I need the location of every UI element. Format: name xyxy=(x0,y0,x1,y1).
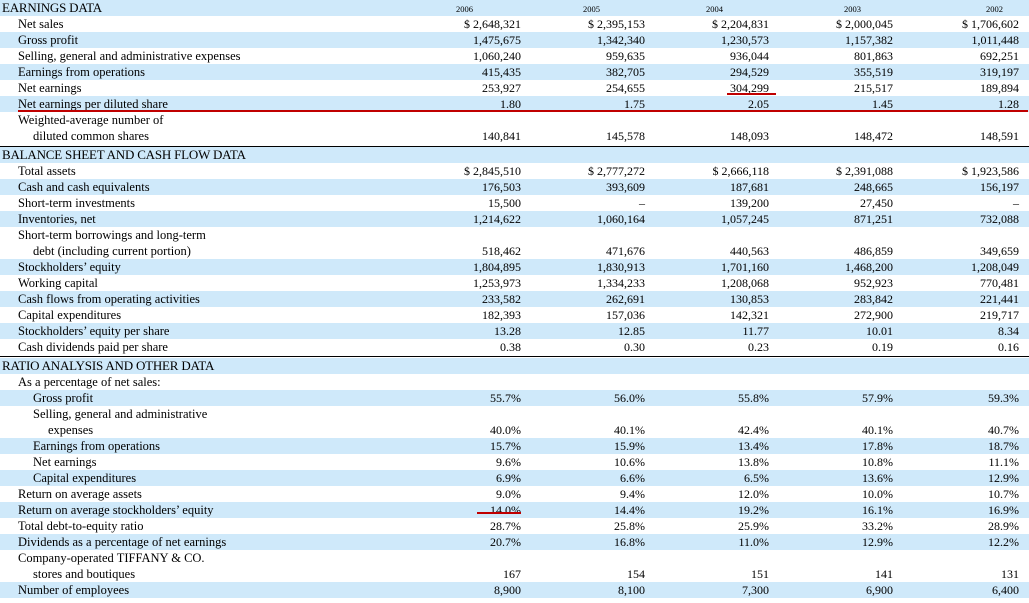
section-divider xyxy=(0,146,1029,147)
row-dividends-per-share: Cash dividends paid per share 0.38 0.30 … xyxy=(18,340,1019,354)
balance-header-row: BALANCE SHEET AND CASH FLOW DATA xyxy=(0,147,1029,163)
row-gross-profit: Gross profit 1,475,675 1,342,340 1,230,5… xyxy=(0,32,1029,48)
row-pct-sga: Selling, general and administrative expe… xyxy=(33,407,1019,437)
row-net-sales: Net sales $ 2,648,321 $ 2,395,153 $ 2,20… xyxy=(18,17,1019,31)
red-underline-roe-2006 xyxy=(477,512,521,514)
earnings-section-title: EARNINGS DATA xyxy=(2,0,102,15)
row-dividends-pct: Dividends as a percentage of net earning… xyxy=(0,534,1029,550)
row-pct-gross-profit: Gross profit 55.7% 56.0% 55.8% 57.9% 59.… xyxy=(0,390,1029,406)
ratio-section-title: RATIO ANALYSIS AND OTHER DATA xyxy=(2,358,215,373)
row-debt-to-equity: Total debt-to-equity ratio 28.7% 25.8% 2… xyxy=(18,519,1019,533)
row-cash-flows-operating: Cash flows from operating activities 233… xyxy=(0,291,1029,307)
row-capital-expenditures: Capital expenditures 182,393 157,036 142… xyxy=(18,308,1019,322)
row-stockholders-equity: Stockholders’ equity 1,804,895 1,830,913… xyxy=(0,259,1029,275)
row-stores: Company-operated TIFFANY & CO. stores an… xyxy=(18,551,1019,581)
section-divider xyxy=(0,356,1029,357)
row-net-earnings: Net earnings 253,927 254,655 304,299 215… xyxy=(18,81,1019,95)
red-underline-eps-row xyxy=(18,110,1028,112)
row-return-on-assets: Return on average assets 9.0% 9.4% 12.0%… xyxy=(18,487,1019,501)
row-eps-diluted: Net earnings per diluted share 1.80 1.75… xyxy=(0,96,1029,112)
row-pct-earnings-ops: Earnings from operations 15.7% 15.9% 13.… xyxy=(0,438,1029,454)
row-earnings-from-operations: Earnings from operations 415,435 382,705… xyxy=(0,64,1029,80)
ratio-header-row: RATIO ANALYSIS AND OTHER DATA xyxy=(0,358,1029,374)
year-2003: 2003 xyxy=(844,4,861,14)
row-short-term-investments: Short-term investments 15,500 – 139,200 … xyxy=(18,196,1019,210)
earnings-header-row: EARNINGS DATA 2006 2005 2004 2003 2002 xyxy=(0,0,1029,16)
row-cash: Cash and cash equivalents 176,503 393,60… xyxy=(0,179,1029,195)
year-2004: 2004 xyxy=(706,4,723,14)
row-pct-header: As a percentage of net sales: xyxy=(18,375,161,389)
balance-section-title: BALANCE SHEET AND CASH FLOW DATA xyxy=(2,147,246,162)
row-employees: Number of employees 8,900 8,100 7,300 6,… xyxy=(0,582,1029,598)
red-underline-net-earnings-2004 xyxy=(727,93,776,95)
year-2002: 2002 xyxy=(986,4,1003,14)
row-pct-net-earnings: Net earnings 9.6% 10.6% 13.8% 10.8% 11.1… xyxy=(33,455,1019,469)
row-sga: Selling, general and administrative expe… xyxy=(18,49,1019,63)
year-2006: 2006 xyxy=(456,4,473,14)
row-return-on-equity: Return on average stockholders’ equity 1… xyxy=(0,502,1029,518)
row-inventories: Inventories, net 1,214,622 1,060,164 1,0… xyxy=(0,211,1029,227)
year-2005: 2005 xyxy=(583,4,600,14)
row-borrowings: Short-term borrowings and long-term debt… xyxy=(18,228,1019,258)
row-weighted-avg-shares: Weighted-average number of diluted commo… xyxy=(18,113,1019,143)
row-total-assets: Total assets $ 2,845,510 $ 2,777,272 $ 2… xyxy=(18,164,1019,178)
row-pct-capex: Capital expenditures 6.9% 6.6% 6.5% 13.6… xyxy=(0,470,1029,486)
row-working-capital: Working capital 1,253,973 1,334,233 1,20… xyxy=(18,276,1019,290)
row-equity-per-share: Stockholders’ equity per share 13.28 12.… xyxy=(0,323,1029,339)
